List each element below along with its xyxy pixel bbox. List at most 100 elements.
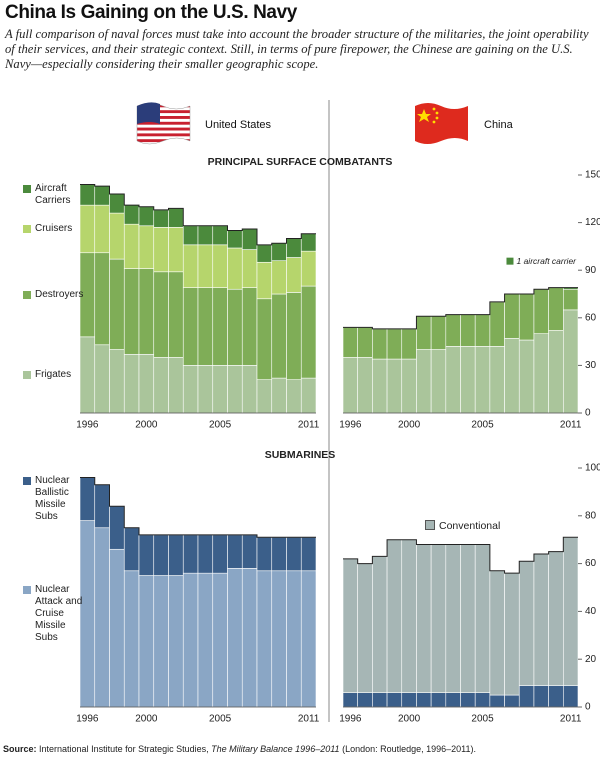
- legend-entry: Frigates: [23, 369, 83, 381]
- bar-segment: [271, 293, 287, 379]
- bar-segment: [286, 238, 302, 258]
- bar-segment: [489, 346, 505, 414]
- bar-segment: [271, 242, 287, 261]
- bar-segment: [401, 328, 417, 360]
- bar-segment: [548, 551, 564, 686]
- bar-segment: [256, 261, 273, 300]
- bar-segment: [474, 544, 491, 693]
- bar-segment: [168, 208, 184, 228]
- bar-segment: [445, 314, 461, 347]
- bar-segment: [109, 505, 125, 550]
- y-tick-label: 20: [585, 654, 597, 665]
- bar-segment: [109, 212, 125, 260]
- bar-segment: [489, 301, 505, 347]
- legend-label: Conventional: [439, 520, 501, 532]
- bar-segment: [153, 575, 169, 708]
- bar-segment: [300, 570, 317, 708]
- bar-segment: [241, 249, 258, 288]
- bar-segment: [504, 338, 520, 414]
- country-label: United States: [205, 119, 272, 131]
- bar-segment: [212, 225, 228, 246]
- bar-segment: [386, 539, 403, 693]
- x-tick-label: 1996: [76, 714, 99, 725]
- bar-segment: [489, 570, 505, 696]
- bar-segment: [416, 349, 432, 414]
- bar-segment: [182, 572, 199, 708]
- bar-segment: [386, 328, 403, 360]
- bar-segment: [109, 258, 125, 350]
- bar-segment: [548, 685, 564, 708]
- bar-segment: [286, 292, 302, 380]
- bar-segment: [94, 204, 110, 254]
- x-tick-label: 2000: [398, 420, 421, 431]
- bar-segment: [342, 558, 358, 693]
- bar-segment: [460, 692, 476, 708]
- bar-segment: [197, 244, 214, 288]
- bar-segment: [548, 330, 564, 414]
- bar-segment: [489, 694, 505, 708]
- bar-segment: [271, 377, 287, 414]
- bar-segment: [168, 357, 184, 414]
- bar-segment: [153, 271, 169, 358]
- bar-segment: [416, 544, 432, 693]
- bar-segment: [518, 560, 535, 686]
- source: Source: International Institute for Stra…: [3, 744, 476, 754]
- legend-swatch: [23, 290, 31, 299]
- bar-segment: [168, 534, 184, 576]
- legend-label: Destroyers: [35, 288, 84, 300]
- bar-segment: [182, 287, 199, 366]
- bar-segment: [182, 365, 199, 414]
- x-tick-label: 2011: [298, 420, 320, 431]
- bar-segment: [227, 365, 243, 414]
- bar-segment: [138, 268, 155, 355]
- x-tick-label: 2011: [298, 714, 320, 725]
- bar-segment: [563, 537, 579, 686]
- bar-segment: [504, 694, 520, 708]
- y-tick-label: 0: [585, 702, 591, 713]
- bar-segment: [401, 358, 417, 414]
- china-flag: [415, 103, 468, 144]
- x-tick-label: 2005: [209, 714, 232, 725]
- bar-segment: [123, 268, 140, 355]
- bar-segment: [197, 572, 214, 708]
- bar-segment: [401, 692, 417, 708]
- bar-segment: [123, 570, 140, 708]
- bar-segment: [182, 534, 199, 574]
- description: A full comparison of naval forces must t…: [5, 27, 589, 71]
- x-tick-label: 1996: [339, 714, 362, 725]
- bar-segment: [563, 309, 579, 414]
- bar-segment: [357, 692, 373, 708]
- x-tick-label: 2005: [471, 420, 494, 431]
- legend-swatch: [23, 477, 31, 486]
- source-label: Source:: [3, 744, 37, 754]
- bar-segment: [300, 285, 317, 379]
- bar-segment: [357, 357, 373, 414]
- legend-label: Nuclear Attack and Cruise Missile Subs: [35, 583, 83, 643]
- bar-segment: [286, 379, 302, 414]
- x-tick-label: 1996: [76, 420, 99, 431]
- x-tick-label: 2000: [398, 714, 421, 725]
- bar-segment: [474, 314, 491, 347]
- bar-segment: [533, 333, 549, 414]
- bar-segment: [212, 287, 228, 366]
- bar-segment: [372, 556, 388, 693]
- bar-segment: [286, 537, 302, 572]
- bar-segment: [227, 288, 243, 366]
- bar-segment: [430, 349, 447, 414]
- bar-segment: [212, 365, 228, 414]
- bar-segment: [474, 692, 491, 708]
- y-tick-label: 120: [585, 217, 600, 228]
- bar-segment: [197, 365, 214, 414]
- annotation: 1 aircraft carrier: [516, 256, 577, 266]
- bar-segment: [241, 287, 258, 366]
- bar-segment: [300, 377, 317, 414]
- bar-segment: [153, 357, 169, 414]
- bar-segment: [182, 225, 199, 246]
- legend-label: Nuclear Ballistic Missile Subs: [35, 475, 70, 523]
- bar-segment: [241, 365, 258, 414]
- bar-segment: [271, 537, 287, 572]
- section-title: SUBMARINES: [265, 449, 336, 461]
- bar-segment: [401, 539, 417, 693]
- bar-segment: [286, 570, 302, 708]
- bar-segment: [430, 315, 447, 350]
